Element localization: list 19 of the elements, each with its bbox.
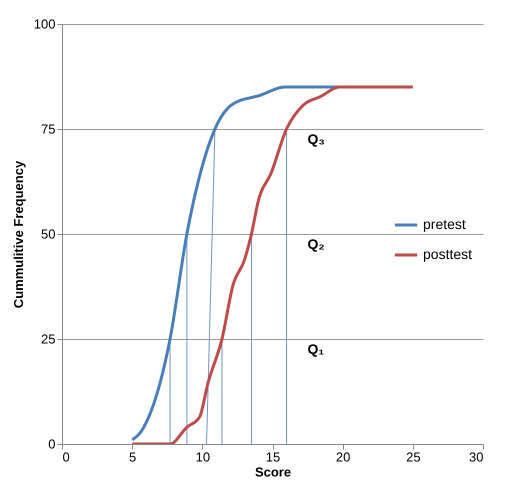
x-tick-label: 15 [266, 450, 280, 464]
legend-label: posttest [423, 246, 472, 262]
x-axis-title: Score [254, 464, 292, 480]
y-tick-label: 75 [41, 122, 56, 136]
annotation: Q₁ [307, 341, 324, 357]
y-tick-label: 50 [41, 226, 56, 242]
y-axis-title: Cummulitive Frequency [10, 160, 26, 308]
y-tick-label: 25 [41, 332, 56, 346]
x-tick-label: 20 [336, 450, 350, 464]
y-tick-label: 100 [34, 16, 56, 32]
x-tick-label: 30 [469, 450, 484, 464]
x-tick-label: 0 [62, 450, 70, 464]
annotation: Q₃ [307, 131, 325, 147]
legend-label: pretest [423, 216, 466, 232]
annotation: Q₂ [307, 236, 325, 252]
x-tick-label: 5 [129, 450, 136, 464]
y-tick-label: 0 [48, 436, 56, 452]
x-tick-label: 25 [406, 450, 421, 464]
x-tick-label: 10 [196, 450, 210, 464]
